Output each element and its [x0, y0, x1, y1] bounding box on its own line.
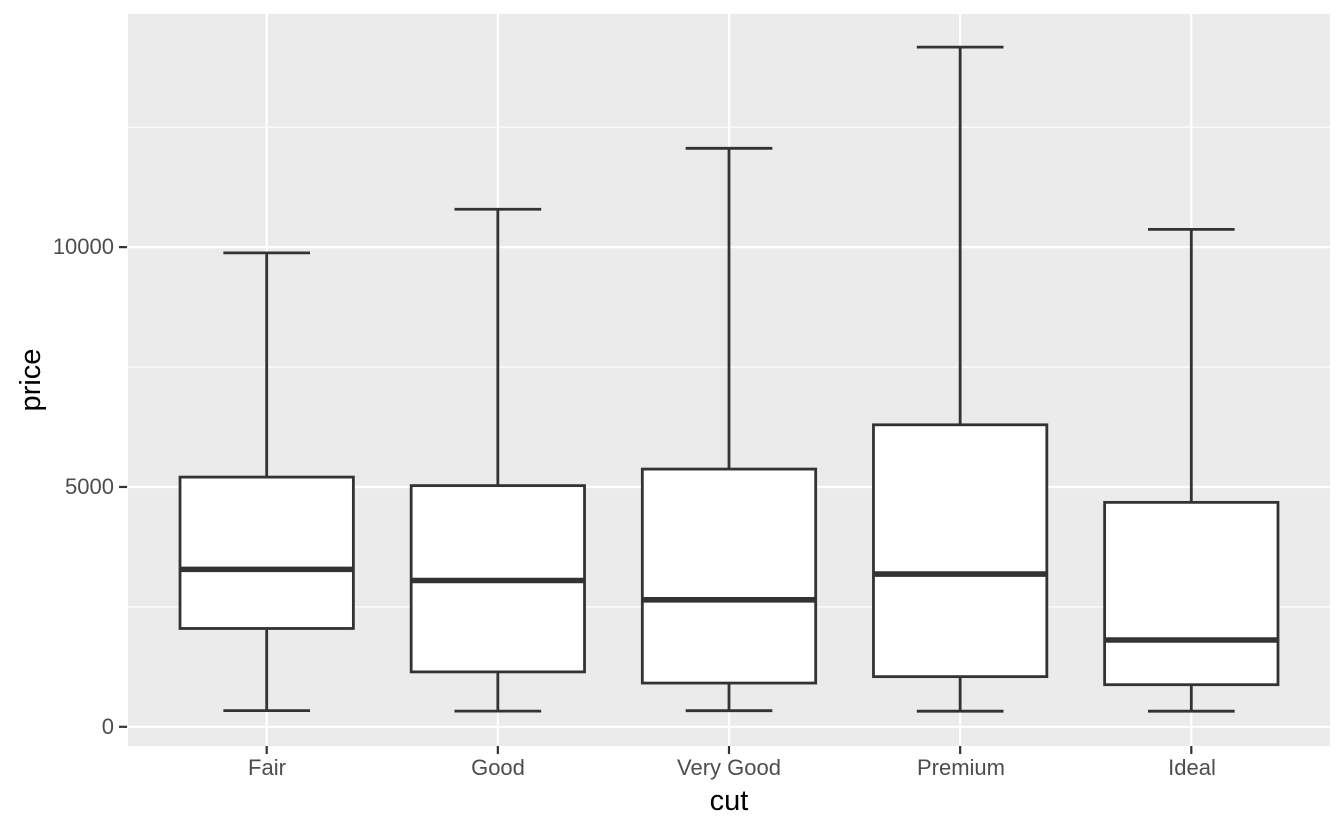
x-tick-label-very-good: Very Good	[677, 755, 781, 780]
box-very-good	[640, 467, 818, 685]
x-tick-label-good: Good	[471, 755, 525, 780]
x-axis-title: cut	[709, 785, 749, 817]
y-tick-label-5000: 5000	[65, 474, 114, 499]
box-ideal	[1103, 500, 1280, 687]
x-tick-label-fair: Fair	[248, 755, 286, 780]
x-tick-label-ideal: Ideal	[1168, 755, 1216, 780]
x-tick-label-premium: Premium	[916, 755, 1005, 780]
box-premium	[872, 423, 1049, 679]
y-tick-label-0: 0	[101, 714, 114, 739]
box-fair	[178, 475, 355, 630]
y-tick-label-10000: 10000	[52, 234, 114, 259]
y-axis-title: price	[15, 348, 47, 412]
